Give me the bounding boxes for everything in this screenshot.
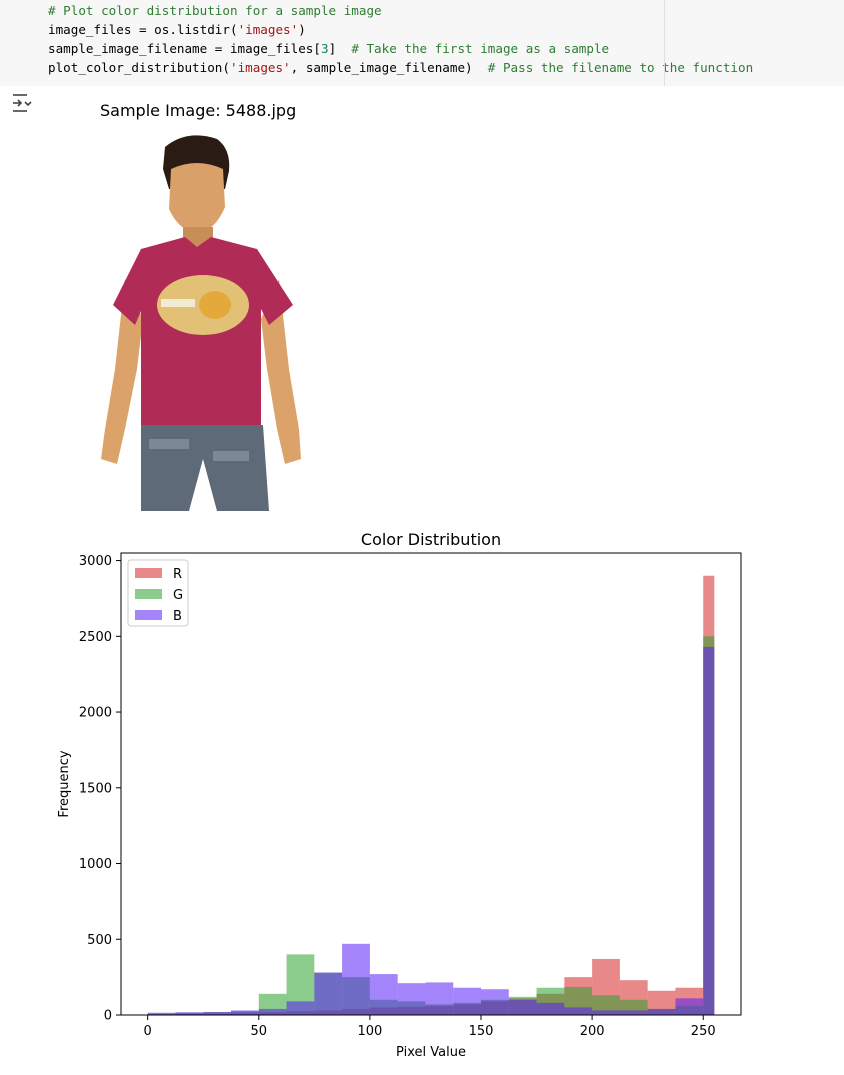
y-tick-label: 3000 <box>79 554 112 569</box>
histogram-bar-b <box>564 1007 593 1015</box>
histogram-bar-b <box>508 999 537 1015</box>
plot-frame <box>120 552 742 1016</box>
code-token: image_files = os.listdir( <box>48 22 238 37</box>
y-tick-label: 2000 <box>79 706 112 721</box>
histogram-bar-b <box>619 1010 648 1015</box>
output-toggle-icon[interactable] <box>11 93 33 113</box>
code-token: # Pass the filename to the function <box>487 60 754 75</box>
histogram-bar-b <box>369 974 398 1015</box>
histogram-bar-b <box>425 982 454 1015</box>
code-token: 3 <box>320 41 329 56</box>
x-tick-label: 50 <box>251 1024 268 1039</box>
histogram-bar-b <box>397 983 426 1015</box>
histogram-bar-b <box>592 1010 620 1015</box>
histogram-bar-b <box>453 987 481 1015</box>
histogram-bar-b <box>203 1011 231 1015</box>
chart-title: Color Distribution <box>361 530 501 549</box>
x-tick-label: 150 <box>469 1024 494 1039</box>
histogram-bar-b <box>175 1012 204 1015</box>
code-line[interactable]: sample_image_filename = image_files[3] #… <box>48 39 753 58</box>
code-token: , sample_image_filename) <box>290 60 488 75</box>
legend-label-r: R <box>173 567 182 582</box>
histogram-bar-b <box>481 989 509 1015</box>
x-tick-label: 100 <box>357 1024 382 1039</box>
x-tick-label: 250 <box>691 1024 716 1039</box>
y-axis-label: Frequency <box>57 750 72 817</box>
x-axis-label: Pixel Value <box>396 1045 466 1060</box>
histogram-bar-b <box>286 1001 315 1015</box>
code-token: sample_image_filename = image_files[ <box>48 41 321 56</box>
figure-left-arm <box>101 279 143 464</box>
code-token: # Plot color distribution for a sample i… <box>48 3 382 18</box>
code-token: ] <box>328 41 352 56</box>
code-token: 'images' <box>229 60 291 75</box>
figure-face <box>169 163 225 233</box>
histogram-bar-b <box>703 646 715 1015</box>
code-editor[interactable]: # Plot color distribution for a sample i… <box>48 1 753 77</box>
legend-label-b: B <box>173 609 182 624</box>
code-line[interactable]: image_files = os.listdir('images') <box>48 20 753 39</box>
legend-label-g: G <box>173 588 183 603</box>
shirt-graphic-stripe <box>161 299 195 307</box>
histogram-bar-b <box>147 1012 176 1015</box>
histogram-bar-b <box>314 972 343 1015</box>
code-line[interactable]: # Plot color distribution for a sample i… <box>48 1 753 20</box>
code-line[interactable]: plot_color_distribution('images', sample… <box>48 58 753 77</box>
code-cell-divider <box>664 0 665 86</box>
legend-swatch-r <box>135 568 162 578</box>
x-tick-label: 0 <box>144 1024 152 1039</box>
code-token: # Take the first image as a sample <box>351 41 610 56</box>
y-tick-label: 0 <box>104 1009 112 1024</box>
code-token: plot_color_distribution( <box>48 60 230 75</box>
histogram-bar-b <box>342 943 370 1015</box>
y-tick-label: 2500 <box>79 630 112 645</box>
y-tick-label: 1500 <box>79 781 112 796</box>
histogram-bar-b <box>536 1002 565 1015</box>
histogram-bar-g <box>592 995 620 1015</box>
y-tick-label: 500 <box>87 933 112 948</box>
figure-right-arm <box>261 279 301 464</box>
legend-swatch-b <box>135 610 162 620</box>
legend-swatch-g <box>135 589 162 599</box>
histogram-bar-b <box>675 998 704 1015</box>
code-token: ) <box>298 22 306 37</box>
x-tick-label: 200 <box>580 1024 605 1039</box>
code-cell[interactable]: # Plot color distribution for a sample i… <box>0 0 844 86</box>
code-token: 'images' <box>237 22 299 37</box>
histogram-bar-b <box>647 1008 676 1015</box>
y-tick-label: 1000 <box>79 857 112 872</box>
shirt-graphic-center <box>199 291 231 319</box>
sample-image-title: Sample Image: 5488.jpg <box>100 101 297 120</box>
histogram-bar-b <box>231 1010 259 1015</box>
histogram-bar-b <box>258 1008 287 1015</box>
sample-image <box>57 129 347 511</box>
